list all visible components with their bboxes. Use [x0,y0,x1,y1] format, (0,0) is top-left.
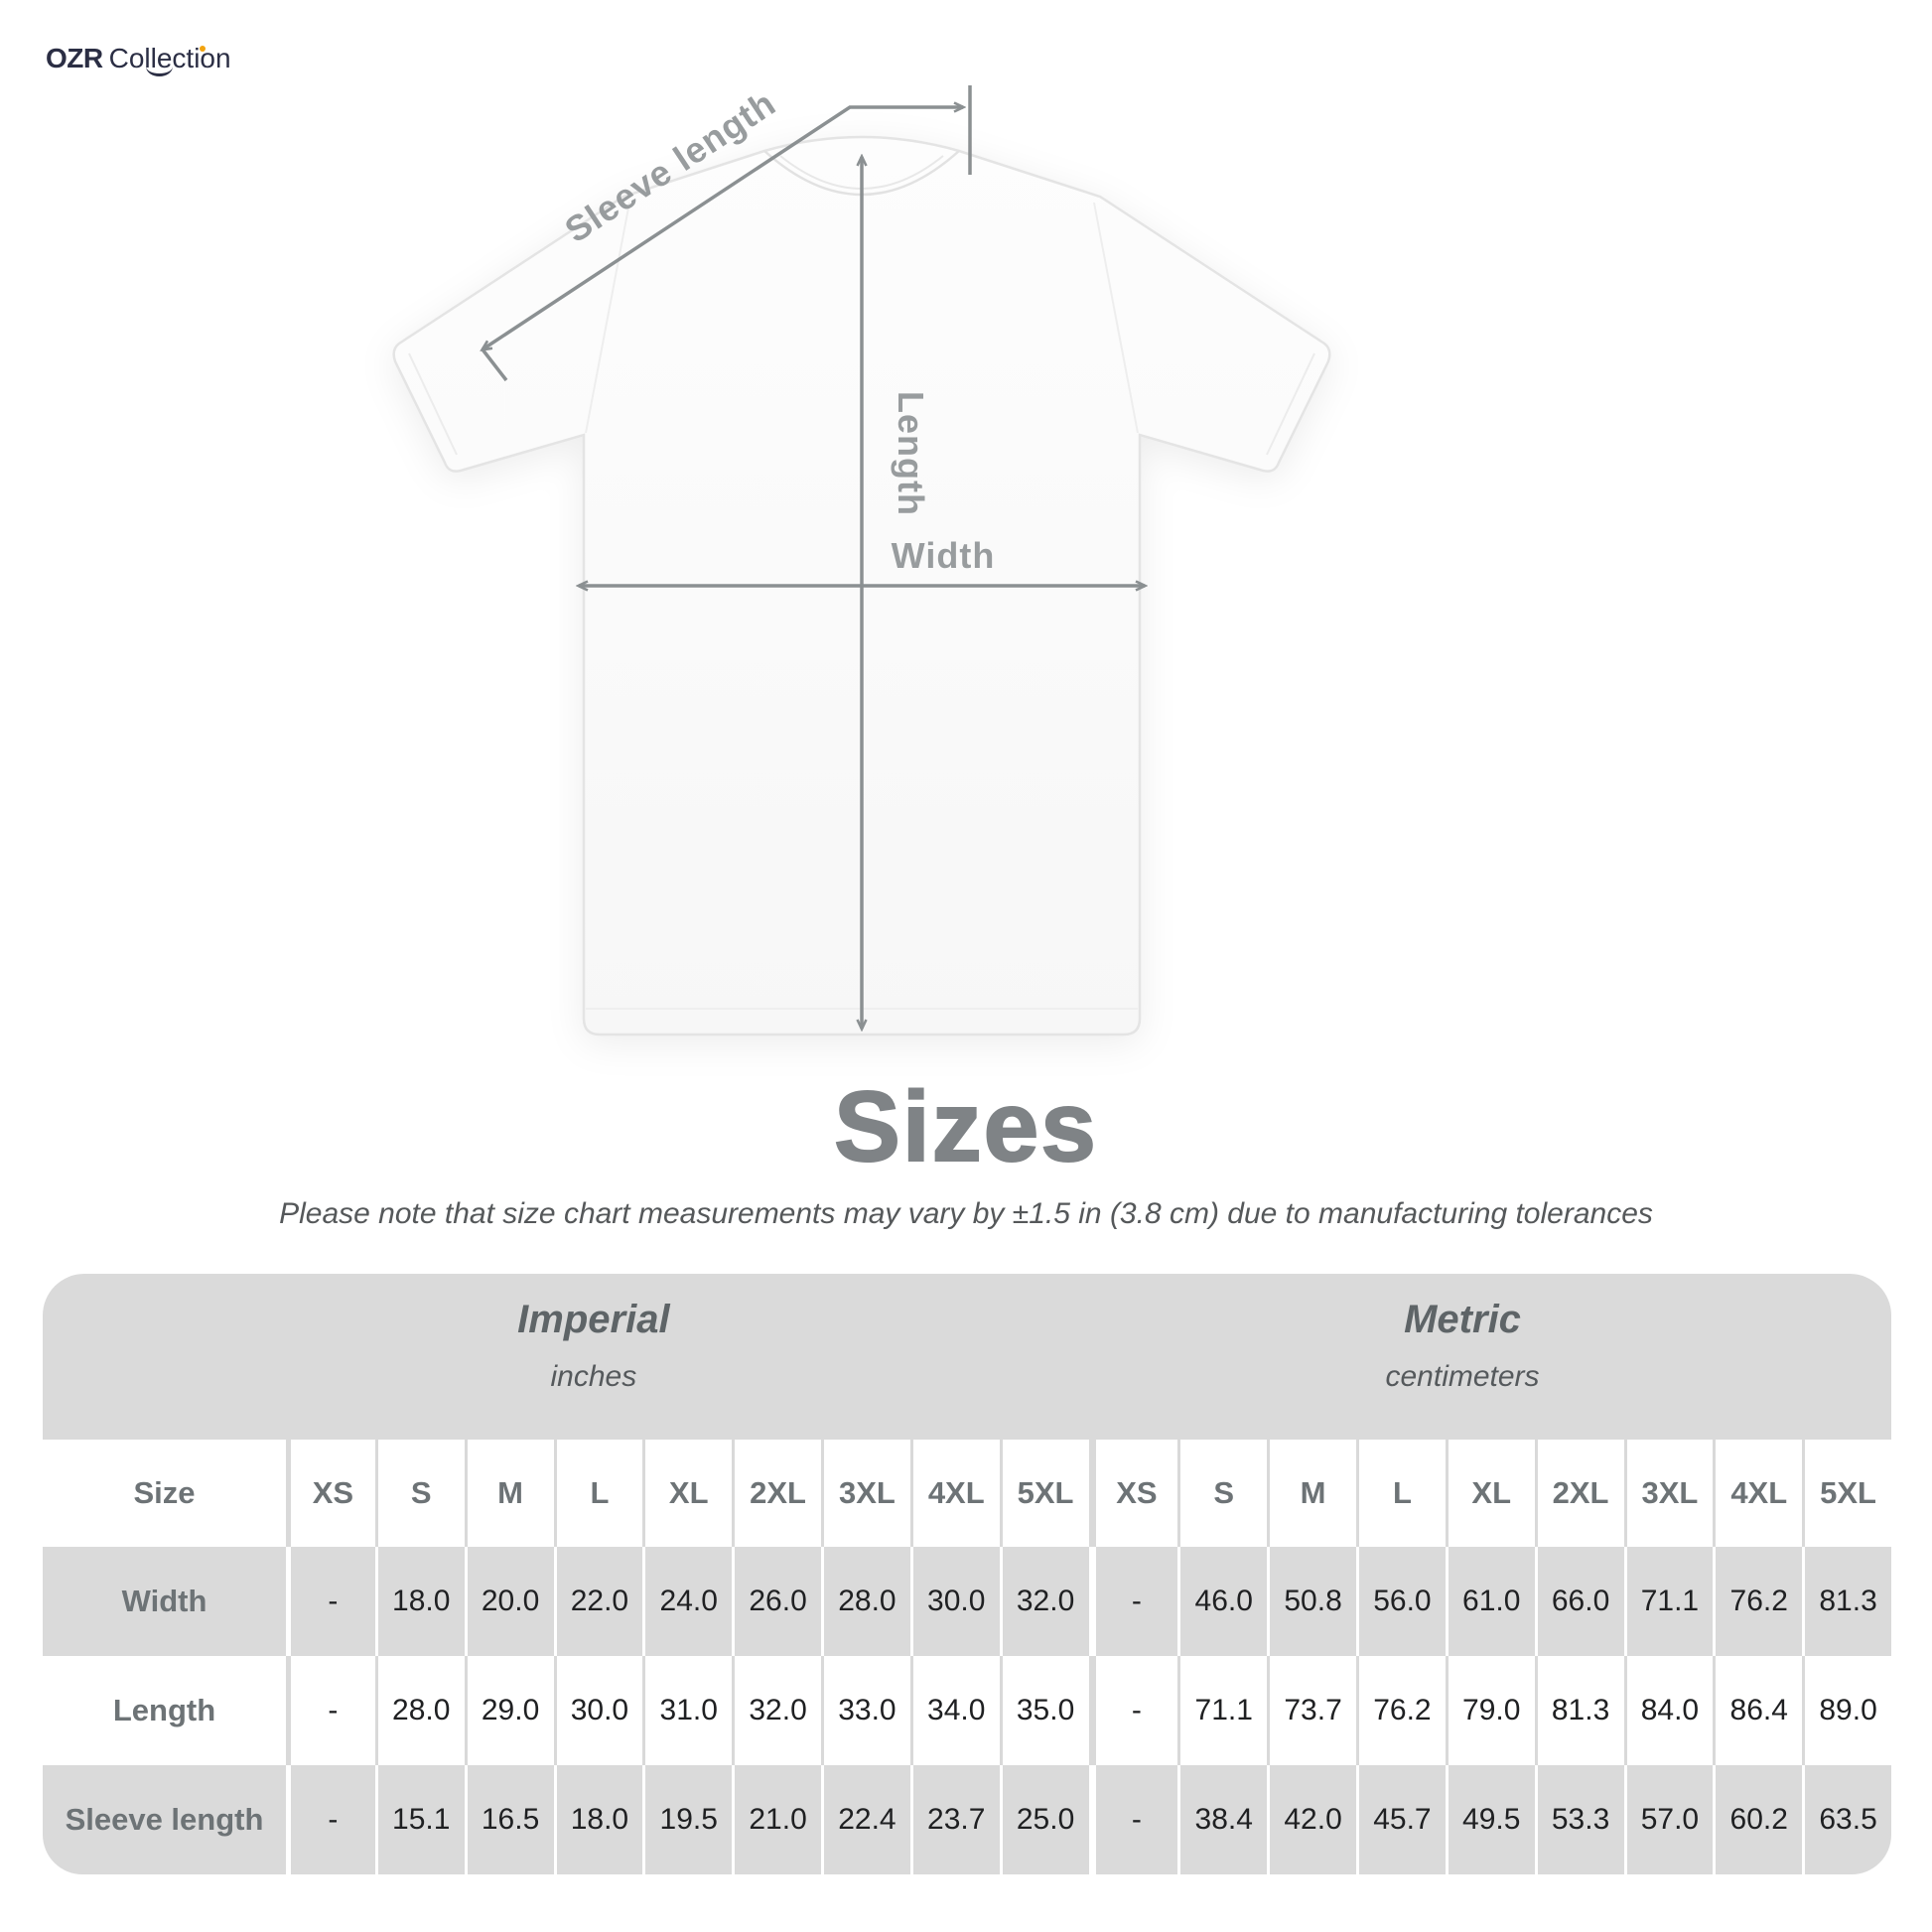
value-cell-metric: 81.3 [1802,1547,1891,1656]
length-label: Length [891,391,931,516]
length-dimension: Length [862,157,931,1029]
size-col-header-imperial: XS [286,1440,375,1547]
value-cell-metric: 73.7 [1267,1656,1356,1765]
size-col-header-imperial: M [464,1440,554,1547]
value-cell-imperial: 32.0 [732,1656,821,1765]
size-table: Imperial inches Metric centimeters Size X… [43,1274,1891,1874]
size-corner-header: Size [43,1440,286,1547]
row-label: Width [43,1547,286,1656]
value-cell-imperial: 32.0 [999,1547,1089,1656]
metric-label: Metric [1404,1298,1521,1341]
size-col-header-imperial: 2XL [732,1440,821,1547]
size-col-header-metric: 5XL [1802,1440,1891,1547]
size-col-header-imperial: XL [642,1440,733,1547]
value-cell-metric: 49.5 [1445,1765,1535,1874]
value-cell-imperial: - [286,1765,375,1874]
page-title: Sizes [833,1070,1098,1183]
value-cell-imperial: - [286,1656,375,1765]
tshirt-svg: Sleeve length Length Width [392,82,1331,1036]
value-cell-metric: 42.0 [1267,1765,1356,1874]
value-cell-metric: 71.1 [1177,1656,1268,1765]
value-cell-metric: 61.0 [1445,1547,1535,1656]
size-col-header-imperial: 3XL [821,1440,910,1547]
value-cell-imperial: 31.0 [642,1656,733,1765]
value-cell-metric: 63.5 [1802,1765,1891,1874]
value-cell-metric: 53.3 [1534,1765,1624,1874]
value-cell-metric: 45.7 [1356,1765,1446,1874]
size-col-header-imperial: 4XL [909,1440,1000,1547]
value-cell-metric: 60.2 [1713,1765,1803,1874]
value-cell-imperial: 20.0 [464,1547,554,1656]
value-cell-metric: 57.0 [1623,1765,1714,1874]
value-cell-metric: 50.8 [1267,1547,1356,1656]
size-col-header-metric: XL [1445,1440,1535,1547]
value-cell-imperial: - [286,1547,375,1656]
size-col-header-metric: S [1177,1440,1268,1547]
value-cell-metric: - [1088,1765,1178,1874]
size-col-header-metric: 3XL [1623,1440,1714,1547]
value-cell-imperial: 18.0 [553,1765,643,1874]
value-cell-metric: 76.2 [1356,1656,1446,1765]
metric-sublabel: centimeters [1385,1360,1540,1393]
size-col-header-imperial: S [374,1440,465,1547]
value-cell-imperial: 15.1 [374,1765,465,1874]
value-cell-metric: 84.0 [1623,1656,1714,1765]
brand-logo-light: Collection [109,43,231,76]
value-cell-metric: - [1088,1656,1178,1765]
unit-group-imperial: Imperial inches [517,1298,669,1394]
value-cell-imperial: 35.0 [999,1656,1089,1765]
size-grid: Size XS S M L XL 2XL 3XL 4XL 5XL XS S M L XL 2XL 3XL 4XL 5… [43,1440,1891,1874]
value-cell-metric: 86.4 [1713,1656,1803,1765]
value-cell-metric: 66.0 [1534,1547,1624,1656]
value-cell-imperial: 34.0 [909,1656,1000,1765]
width-dimension: Width [579,535,1145,586]
size-col-header-imperial: L [553,1440,643,1547]
value-cell-imperial: 28.0 [821,1547,910,1656]
value-cell-imperial: 19.5 [642,1765,733,1874]
width-label: Width [892,535,996,576]
value-cell-metric: 71.1 [1623,1547,1714,1656]
size-col-header-metric: L [1356,1440,1446,1547]
value-cell-imperial: 25.0 [999,1765,1089,1874]
value-cell-metric: 79.0 [1445,1656,1535,1765]
value-cell-imperial: 22.0 [553,1547,643,1656]
brand-smile-icon [145,66,173,76]
value-cell-imperial: 26.0 [732,1547,821,1656]
value-cell-imperial: 33.0 [821,1656,910,1765]
tolerance-note: Please note that size chart measurements… [279,1197,1653,1230]
value-cell-imperial: 23.7 [909,1765,1000,1874]
tshirt-measurement-diagram: Sleeve length Length Width [392,82,1331,1036]
imperial-sublabel: inches [550,1360,637,1393]
unit-header-band: Imperial inches Metric centimeters [43,1274,1891,1440]
value-cell-metric: 89.0 [1802,1656,1891,1765]
value-cell-metric: - [1088,1547,1178,1656]
size-col-header-metric: M [1267,1440,1356,1547]
size-col-header-metric: XS [1088,1440,1178,1547]
row-label: Length [43,1656,286,1765]
value-cell-imperial: 21.0 [732,1765,821,1874]
size-col-header-imperial: 5XL [999,1440,1089,1547]
value-cell-imperial: 30.0 [909,1547,1000,1656]
value-cell-imperial: 24.0 [642,1547,733,1656]
row-label: Sleeve length [43,1765,286,1874]
value-cell-imperial: 16.5 [464,1765,554,1874]
value-cell-metric: 46.0 [1177,1547,1268,1656]
imperial-label: Imperial [517,1298,670,1341]
value-cell-metric: 76.2 [1713,1547,1803,1656]
brand-logo-bold: OZR [46,43,103,73]
value-cell-imperial: 30.0 [553,1656,643,1765]
value-cell-metric: 38.4 [1177,1765,1268,1874]
unit-group-metric: Metric centimeters [1385,1298,1539,1394]
value-cell-metric: 56.0 [1356,1547,1446,1656]
value-cell-metric: 81.3 [1534,1656,1624,1765]
size-col-header-metric: 2XL [1534,1440,1624,1547]
brand-i-dot-icon [199,46,206,52]
value-cell-imperial: 29.0 [464,1656,554,1765]
value-cell-imperial: 28.0 [374,1656,465,1765]
size-col-header-metric: 4XL [1713,1440,1803,1547]
value-cell-imperial: 22.4 [821,1765,910,1874]
brand-logo: OZR Collection [46,42,231,76]
value-cell-imperial: 18.0 [374,1547,465,1656]
